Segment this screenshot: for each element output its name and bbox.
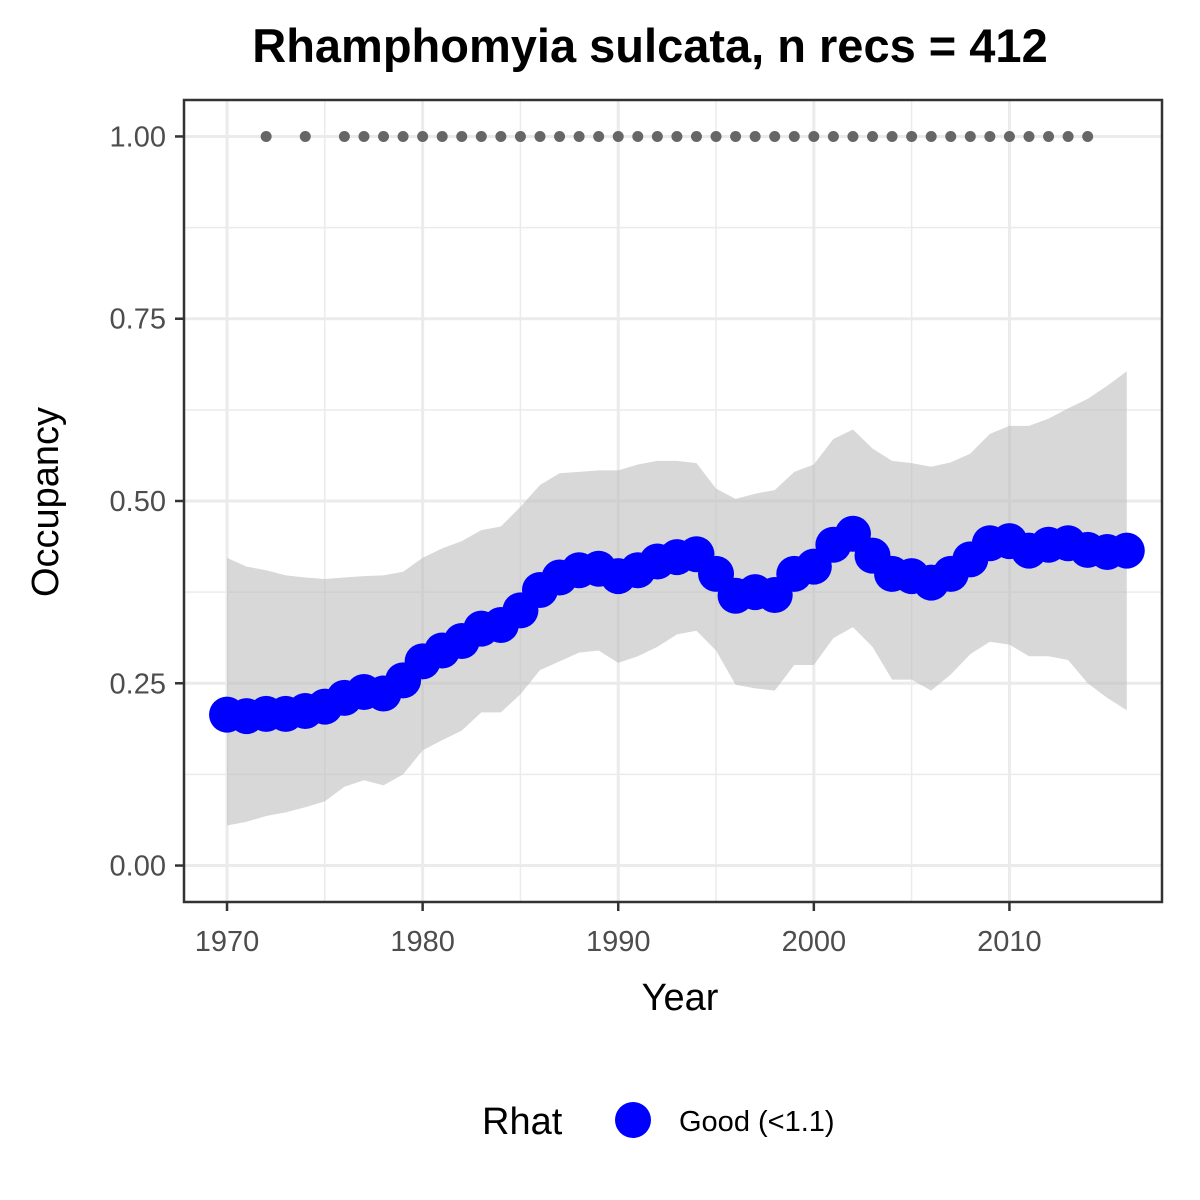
x-axis: 1970 1980 1990 2000 2010 [195,902,1042,958]
detection-point [514,130,526,142]
legend: Rhat Good (<1.1) [482,1101,835,1143]
detection-point [1003,130,1015,142]
detection-point [964,130,976,142]
detection-point [612,130,624,142]
detection-point [671,130,683,142]
detection-point [1062,130,1074,142]
y-tick-label: 0.25 [110,668,166,700]
y-axis-title: Occupancy [25,407,67,597]
detection-point [1043,130,1055,142]
mean-point [1108,532,1145,569]
detection-point [690,130,702,142]
detection-point [906,130,918,142]
detection-point [436,130,448,142]
detection-point [338,130,350,142]
detection-point [808,130,820,142]
detection-point [358,130,370,142]
detection-point [495,130,507,142]
chart-title: Rhamphomyia sulcata, n recs = 412 [252,19,1047,72]
legend-title: Rhat [482,1101,563,1143]
y-tick-label: 0.00 [110,851,166,883]
detection-point [534,130,546,142]
detection-point [573,130,585,142]
detection-point [730,130,742,142]
detection-point [847,130,859,142]
detection-point [632,130,644,142]
detection-point [867,130,879,142]
detection-point [1082,130,1094,142]
detection-point [827,130,839,142]
x-tick-label: 2000 [782,926,847,958]
detection-point [554,130,566,142]
detection-points [260,130,1094,142]
detection-point [1023,130,1035,142]
credible-interval-ribbon [227,371,1127,826]
mean-occupancy-points [209,515,1145,735]
detection-point [299,130,311,142]
detection-point [456,130,468,142]
detection-point [475,130,487,142]
y-tick-label: 0.75 [110,304,166,336]
detection-point [651,130,663,142]
detection-point [788,130,800,142]
detection-point [710,130,722,142]
detection-point [925,130,937,142]
detection-point [593,130,605,142]
detection-point [769,130,781,142]
y-tick-label: 1.00 [110,121,166,153]
detection-point [984,130,996,142]
detection-point [945,130,957,142]
detection-point [749,130,761,142]
x-tick-label: 2010 [977,926,1042,958]
x-axis-title: Year [642,977,719,1019]
y-tick-label: 0.50 [110,486,166,518]
y-axis: 0.00 0.25 0.50 0.75 1.00 [110,121,184,883]
detection-point [397,130,409,142]
detection-point [886,130,898,142]
legend-key-good [615,1102,651,1138]
x-tick-label: 1990 [586,926,651,958]
legend-label-good: Good (<1.1) [679,1106,835,1138]
x-tick-label: 1970 [195,926,260,958]
detection-point [378,130,390,142]
detection-point [260,130,272,142]
detection-point [417,130,429,142]
x-tick-label: 1980 [390,926,455,958]
